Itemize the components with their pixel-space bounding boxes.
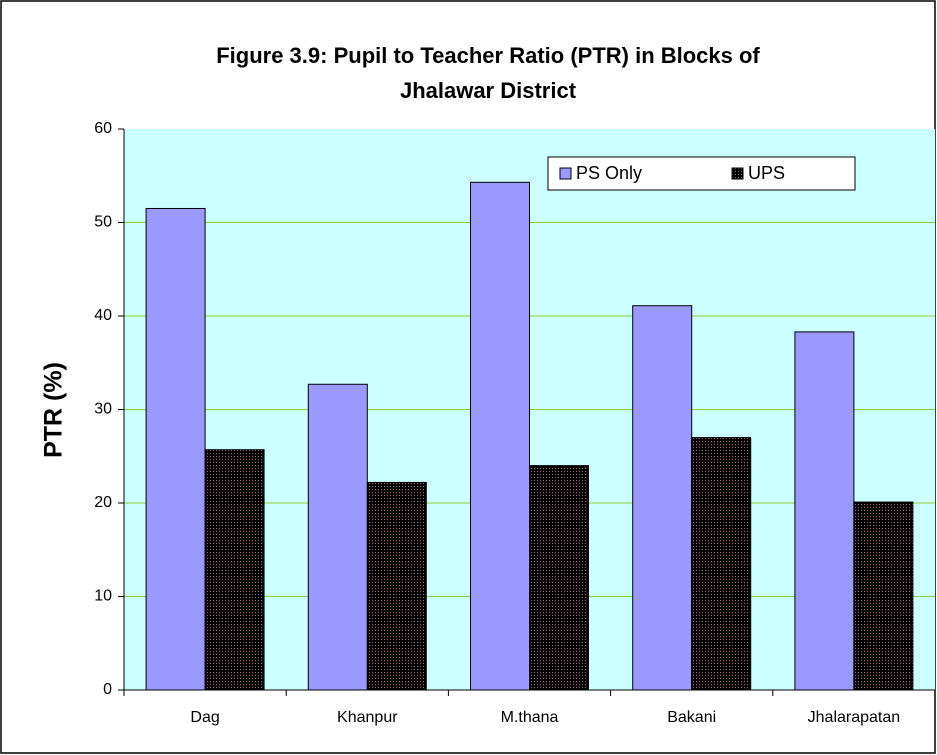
bar [853,501,914,691]
chart-title: Figure 3.9: Pupil to Teacher Ratio (PTR)… [216,43,760,68]
bar [366,481,427,691]
x-tick-label: Bakani [667,709,716,726]
y-tick-label: 10 [94,588,112,605]
y-tick-label: 0 [103,681,112,698]
y-tick-label: 60 [94,120,112,137]
legend-label: PS Only [576,163,642,183]
bar [307,383,368,691]
bar [794,331,855,691]
legend-swatch [731,167,744,180]
bar [632,305,693,691]
legend-box [547,156,856,191]
legend-label: UPS [748,163,785,183]
bar [529,465,589,691]
x-tick-label: M.thana [501,709,559,726]
x-tick-label: Khanpur [337,709,398,726]
bar [470,181,530,691]
x-tick-label: Dag [190,709,219,726]
chart-title: Jhalawar District [400,78,577,103]
legend-swatch [559,167,572,180]
y-tick-label: 40 [94,307,112,324]
y-tick-label: 50 [94,214,112,231]
bar [204,449,265,691]
x-tick-label: Jhalarapatan [808,709,901,726]
bar [145,207,206,691]
bar [691,437,752,691]
y-tick-label: 30 [94,401,112,418]
y-axis-label: PTR (%) [40,362,68,458]
y-tick-label: 20 [94,494,112,511]
